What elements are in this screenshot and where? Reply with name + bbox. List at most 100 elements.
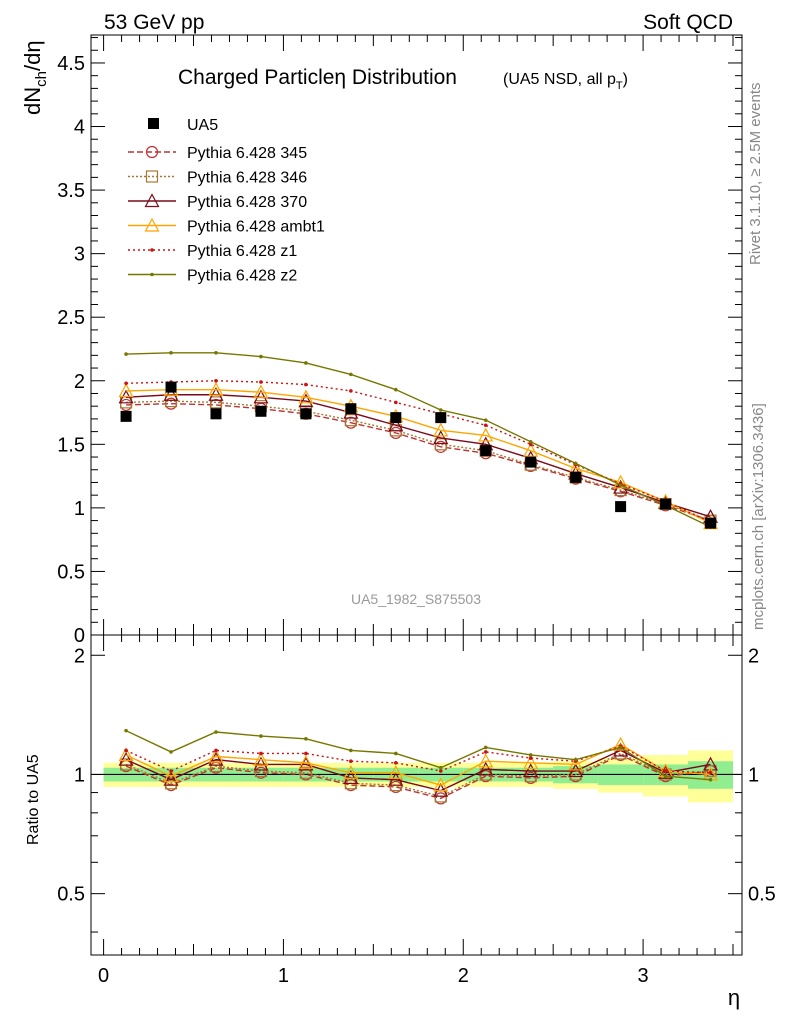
series-marker-square (209, 396, 223, 409)
ratio-y-tick-label: 0.5 (57, 884, 85, 906)
series-marker-dot (394, 387, 398, 392)
series-line-ratio (125, 752, 711, 798)
main-panel: 0 0.5 1 1.5 2 2.5 3 3.5 4 4.5 dNch/dη Charged Par… (20, 34, 743, 647)
series-marker-triangle (208, 381, 224, 396)
series-marker-dot (150, 272, 154, 277)
series-marker-square (704, 764, 717, 778)
series-marker-dot (618, 745, 623, 750)
series-marker-triangle (208, 748, 224, 763)
y-axis-label-sub: ch (33, 71, 50, 87)
legend-marker-ua5 (148, 118, 159, 129)
series-marker-dot (304, 361, 308, 365)
series-marker-triangle (144, 217, 160, 232)
series-marker-dot (259, 380, 263, 384)
ua5-data-point (435, 412, 447, 424)
series-marker-square (145, 170, 159, 183)
legend-label: Pythia 6.428 z2 (187, 268, 297, 285)
main-y-tick-label: 0 (74, 625, 85, 647)
ua5-data-point (705, 517, 717, 529)
series-marker-dot (304, 737, 308, 741)
ratio-x-axis: 0 1 2 3 (98, 635, 734, 987)
series-marker-dot (573, 757, 578, 762)
ua5-data-point (525, 456, 537, 468)
legend: UA5 Pythia 6.428 345 Pythia 6.428 346 Pyth… (128, 117, 325, 285)
series-marker-triangle (118, 747, 134, 762)
series-marker-triangle (343, 764, 359, 779)
series-marker-dot (169, 769, 173, 773)
series-marker-dot (708, 770, 713, 775)
series-marker-triangle (703, 756, 719, 771)
main-y-tick-label: 4 (74, 117, 85, 139)
series-marker-dot (169, 750, 173, 754)
legend-label-ua5: UA5 (187, 117, 218, 134)
series-marker-dot (169, 350, 173, 355)
series-marker-dot (663, 774, 668, 778)
ratio-y-tick-label-right: 2 (748, 645, 759, 667)
series-marker-triangle (298, 755, 314, 769)
main-series-layer (118, 350, 719, 530)
series-marker-dot (528, 442, 533, 447)
ua5-data-point (615, 501, 627, 513)
x-tick-label: 2 (458, 965, 469, 987)
main-y-tick-label: 2 (74, 371, 85, 393)
series-marker-triangle (343, 770, 359, 785)
series-line-main (126, 380, 711, 523)
legend-label: Pythia 6.428 346 (187, 170, 307, 187)
series-line-main (126, 352, 711, 528)
series-marker-dot (259, 354, 263, 359)
ratio-series-layer (118, 728, 719, 805)
series-marker-dot (483, 418, 488, 422)
series-marker-dot (124, 728, 128, 733)
series-marker-dot (349, 748, 353, 753)
series-marker-triangle (433, 422, 449, 437)
series-marker-dot (349, 372, 353, 377)
series-marker-triangle (118, 383, 134, 398)
series-line-main (126, 388, 711, 524)
series-marker-dot (150, 248, 154, 252)
main-x-ticks (103, 35, 734, 635)
series-marker-triangle (298, 393, 314, 408)
series-line-main (126, 402, 711, 522)
series-marker-dot (349, 759, 353, 764)
series-marker-dot (483, 745, 488, 750)
series-marker-dot (618, 483, 623, 487)
series-marker-square (299, 766, 313, 779)
series-marker-dot (214, 350, 218, 355)
series-marker-dot (663, 769, 668, 773)
ratio-panel: 0.5 0.5 1 1 2 2 0 1 2 3 Ratio to UA5 η (25, 634, 776, 1010)
series-marker-dot (214, 730, 218, 734)
x-tick-label: 0 (98, 965, 109, 987)
series-marker-dot (124, 352, 128, 356)
main-y-tick-label: 2.5 (57, 307, 85, 329)
series-line-ratio (125, 749, 711, 792)
ua5-data-point (345, 403, 357, 415)
series-marker-triangle (208, 751, 224, 766)
legend-label: Pythia 6.428 345 (187, 145, 307, 162)
chart-subtitle-sub: T (616, 80, 623, 92)
series-marker-triangle (253, 384, 269, 399)
series-line-ratio (125, 754, 711, 800)
main-y-tick-label: 0.5 (57, 561, 85, 583)
series-marker-square (344, 414, 357, 427)
y-axis-label: dNch/dη (20, 40, 50, 115)
series-marker-dot (124, 381, 128, 386)
series-marker-square (434, 438, 447, 451)
series-marker-dot (214, 378, 218, 383)
ratio-y-axis: 0.5 0.5 1 1 2 2 (57, 645, 776, 933)
series-marker-dot (304, 751, 308, 756)
chart-title-main: Charged Particleη Distribution (178, 66, 457, 89)
header-right: Soft QCD (643, 11, 733, 34)
series-marker-triangle (613, 736, 629, 751)
series-marker-dot (349, 389, 353, 393)
series-marker-triangle (613, 474, 629, 489)
chart-title: Charged Particleη Distribution (178, 66, 457, 89)
chart-subtitle: (UA5 NSD, all pT) (503, 71, 628, 92)
header-left: 53 GeV pp (104, 11, 204, 34)
ua5-data-point (570, 471, 582, 483)
legend-label: Pythia 6.428 z1 (187, 243, 297, 260)
ua5-data-point (165, 381, 177, 393)
chart-subtitle-prefix: (UA5 NSD, all p (503, 71, 616, 88)
x-axis-label: η (728, 985, 740, 1010)
series-marker-triangle (523, 442, 539, 457)
